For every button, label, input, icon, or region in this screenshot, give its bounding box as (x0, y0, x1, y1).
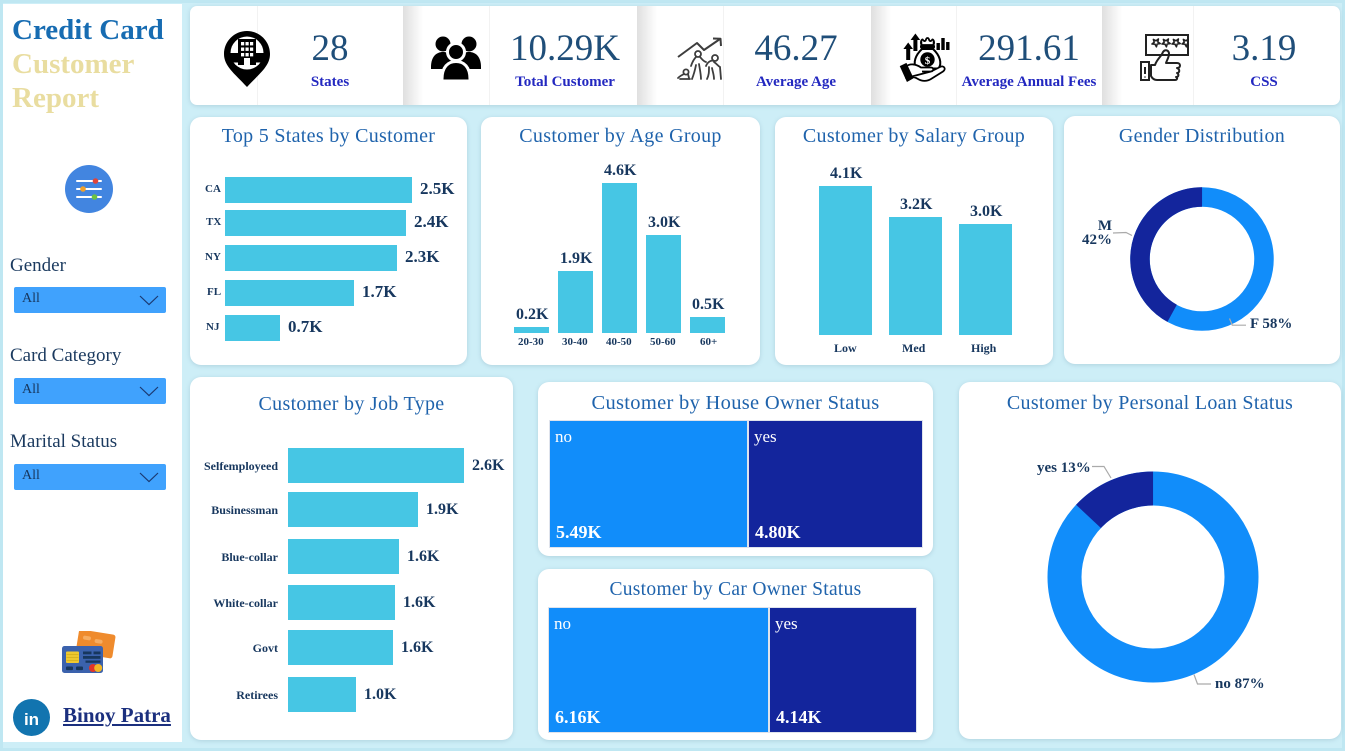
svg-text:in: in (24, 710, 39, 729)
svg-text:$: $ (925, 55, 931, 67)
